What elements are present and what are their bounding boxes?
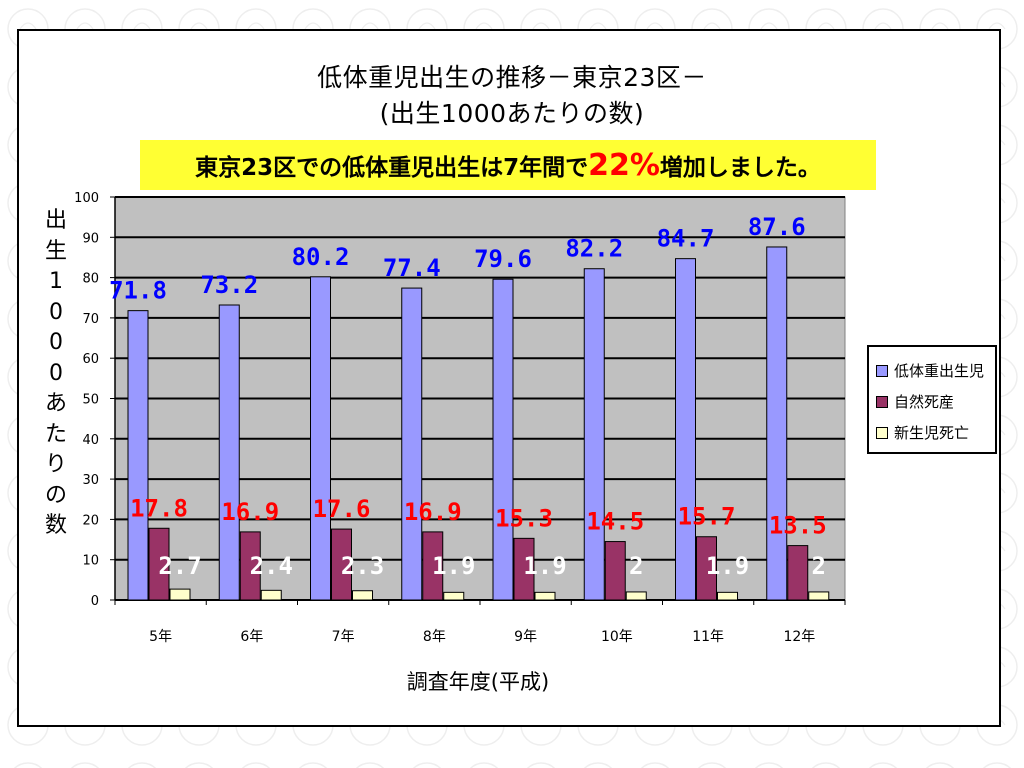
- data-label-series-2: 17.8: [130, 494, 188, 522]
- x-tick-label: 11年: [692, 629, 724, 645]
- y-tick-label: 100: [74, 191, 99, 206]
- bar-3: [260, 589, 282, 601]
- bar-2: [513, 537, 535, 601]
- banner-text-suffix: 増加しました。: [659, 155, 821, 181]
- x-axis-label: 調査年度(平成): [406, 670, 550, 694]
- y-axis-label-char: た: [44, 421, 67, 447]
- data-label-series-3: 2: [812, 552, 826, 580]
- y-axis-label-char: の: [44, 482, 67, 508]
- y-axis-label-char: 数: [44, 513, 67, 538]
- legend-swatch: [876, 395, 888, 408]
- data-label-series-1: 80.2: [292, 243, 350, 271]
- bar-2: [604, 541, 626, 601]
- y-axis-label-char: り: [44, 452, 67, 477]
- banner-percent: 22%: [588, 147, 660, 183]
- y-tick-label: 90: [82, 231, 99, 246]
- legend-swatch: [876, 364, 888, 377]
- data-label-series-2: 17.6: [313, 495, 371, 523]
- bar-2: [422, 531, 444, 601]
- y-tick-label: 50: [82, 393, 99, 408]
- data-label-series-1: 84.7: [657, 225, 715, 253]
- legend-item: 新生児死亡: [869, 417, 995, 448]
- x-tick-label: 8年: [423, 629, 446, 645]
- bar-3: [443, 591, 465, 601]
- y-axis-label-char: 0: [49, 330, 63, 355]
- y-axis-label-char: 0: [49, 299, 63, 325]
- x-tick-label: 10年: [601, 629, 633, 645]
- y-tick-label: 60: [82, 352, 99, 367]
- legend-label: 自然死産: [894, 393, 955, 411]
- data-label-series-1: 82.2: [565, 235, 623, 263]
- bar-1: [218, 304, 240, 601]
- legend-swatch: [876, 426, 888, 439]
- bar-1: [766, 246, 788, 601]
- legend-label: 低体重出生児: [894, 362, 985, 380]
- bar-3: [808, 591, 830, 601]
- bar-3: [352, 590, 373, 601]
- bar-3: [625, 591, 647, 601]
- bar-1: [675, 258, 696, 601]
- x-tick-label: 7年: [332, 629, 355, 645]
- data-label-series-3: 2.3: [341, 552, 384, 580]
- bar-3: [169, 588, 191, 601]
- bar-2: [239, 531, 261, 601]
- legend-label: 新生児死亡: [894, 424, 970, 442]
- bar-1: [401, 287, 423, 601]
- y-tick-label: 30: [82, 473, 99, 488]
- bar-1: [127, 310, 149, 601]
- bar-3: [534, 591, 556, 601]
- y-tick-label: 0: [91, 594, 99, 609]
- bar-1: [492, 278, 514, 601]
- data-label-series-2: 13.5: [769, 512, 827, 540]
- y-tick-label: 10: [82, 554, 99, 569]
- y-axis-label-char: 生: [44, 238, 67, 264]
- bar-2: [787, 545, 809, 601]
- data-label-series-3: 1.9: [523, 552, 566, 580]
- data-label-series-2: 16.9: [404, 498, 462, 526]
- x-tick-label: 6年: [240, 629, 263, 645]
- chart-title: 低体重児出生の推移－東京23区－: [317, 63, 707, 92]
- legend-item: 低体重出生児: [869, 355, 995, 386]
- y-tick-label: 70: [82, 312, 99, 327]
- x-tick-label: 12年: [783, 629, 815, 645]
- bar-2: [331, 528, 352, 601]
- data-label-series-1: 71.8: [109, 277, 167, 305]
- data-label-series-3: 2.7: [158, 552, 201, 580]
- data-label-series-3: 2: [629, 552, 643, 580]
- bar-1: [310, 276, 331, 601]
- x-tick-label: 5年: [149, 629, 172, 645]
- data-label-series-2: 15.7: [678, 503, 736, 531]
- bar-3: [717, 591, 738, 601]
- chart-subtitle: (出生1000あたりの数): [379, 99, 645, 128]
- y-tick-label: 40: [82, 433, 99, 448]
- data-label-series-3: 1.9: [706, 552, 749, 580]
- y-axis-label-char: 出: [44, 208, 67, 233]
- highlight-banner: 東京23区での低体重児出生は7年間で 22% 増加しました。: [140, 140, 876, 190]
- banner-text-prefix: 東京23区での低体重児出生は7年間で: [195, 155, 589, 181]
- bar-2: [148, 527, 170, 601]
- y-axis-label-char: あ: [44, 391, 67, 416]
- data-label-series-1: 73.2: [200, 271, 258, 299]
- data-label-series-2: 14.5: [586, 508, 644, 536]
- data-label-series-2: 15.3: [495, 504, 553, 532]
- legend-item: 自然死産: [869, 386, 995, 417]
- data-label-series-3: 2.4: [250, 552, 293, 580]
- bar-2: [696, 536, 717, 601]
- y-axis-label-char: 1: [49, 269, 63, 294]
- chart-legend: 低体重出生児 自然死産新生児死亡: [867, 345, 997, 454]
- data-label-series-2: 16.9: [221, 498, 279, 526]
- data-label-series-3: 1.9: [432, 552, 475, 580]
- y-tick-label: 20: [82, 513, 99, 528]
- y-axis-label-char: 0: [49, 360, 63, 386]
- y-tick-label: 80: [82, 272, 99, 287]
- data-label-series-1: 77.4: [383, 254, 441, 282]
- bar-1: [583, 268, 605, 601]
- data-label-series-1: 87.6: [748, 213, 806, 241]
- data-label-series-1: 79.6: [474, 245, 532, 273]
- x-tick-label: 9年: [514, 629, 537, 645]
- y-axis-label: 出生 1 0 0 0 あたりの数: [40, 206, 72, 542]
